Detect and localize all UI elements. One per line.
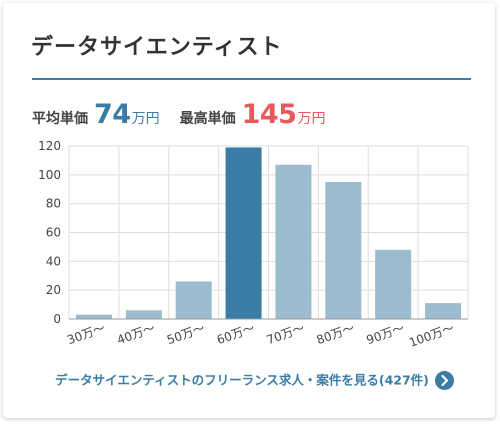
bar: [375, 249, 412, 319]
price-summary: 平均単価 74万円 最高単価 145万円: [32, 99, 325, 135]
x-tick-label: 60万〜: [215, 321, 257, 348]
average-price: 平均単価 74万円: [32, 99, 160, 130]
y-tick-label: 120: [38, 139, 61, 153]
x-tick-label: 70万〜: [265, 321, 307, 348]
bar: [425, 303, 462, 319]
title-divider: [32, 78, 471, 80]
x-tick-label: 80万〜: [315, 321, 357, 348]
bar: [325, 182, 362, 319]
card-title: データサイエンティスト: [31, 35, 283, 60]
y-tick-label: 20: [46, 283, 61, 297]
bar: [225, 147, 262, 319]
x-tick-label: 90万〜: [365, 321, 407, 348]
x-tick-label: 100万〜: [407, 321, 456, 350]
bar: [175, 281, 212, 319]
chevron-right-circle-icon[interactable]: [434, 371, 454, 390]
average-price-unit: 万円: [131, 111, 160, 127]
x-tick-label: 50万〜: [165, 321, 207, 348]
average-price-value: 74: [94, 99, 131, 130]
job-listings-link[interactable]: データサイエンティストのフリーランス求人・案件を見る(427件): [55, 370, 454, 390]
max-price-value: 145: [241, 99, 297, 130]
bar: [125, 310, 162, 319]
x-tick-label: 30万〜: [65, 321, 107, 348]
y-tick-label: 40: [46, 254, 61, 268]
bar: [275, 164, 312, 319]
x-tick-label: 40万〜: [115, 321, 157, 348]
y-tick-label: 0: [53, 312, 61, 326]
y-tick-label: 80: [46, 197, 61, 211]
y-tick-label: 100: [38, 168, 61, 182]
y-tick-label: 60: [46, 226, 61, 240]
job-listings-link-text[interactable]: データサイエンティストのフリーランス求人・案件を見る(427件): [55, 372, 429, 388]
max-price: 最高単価 145万円: [180, 99, 326, 130]
max-price-label: 最高単価: [179, 111, 236, 127]
bar: [75, 314, 112, 319]
average-price-label: 平均単価: [32, 111, 88, 127]
max-price-unit: 万円: [297, 111, 326, 127]
skill-price-card: データサイエンティスト 平均単価 74万円 最高単価 145万円: [3, 3, 495, 418]
price-distribution-chart: 0 20 40 60 80 100 120 30万〜 40万〜 50万〜 60万〜 70万〜 80万〜 9…: [38, 139, 469, 350]
